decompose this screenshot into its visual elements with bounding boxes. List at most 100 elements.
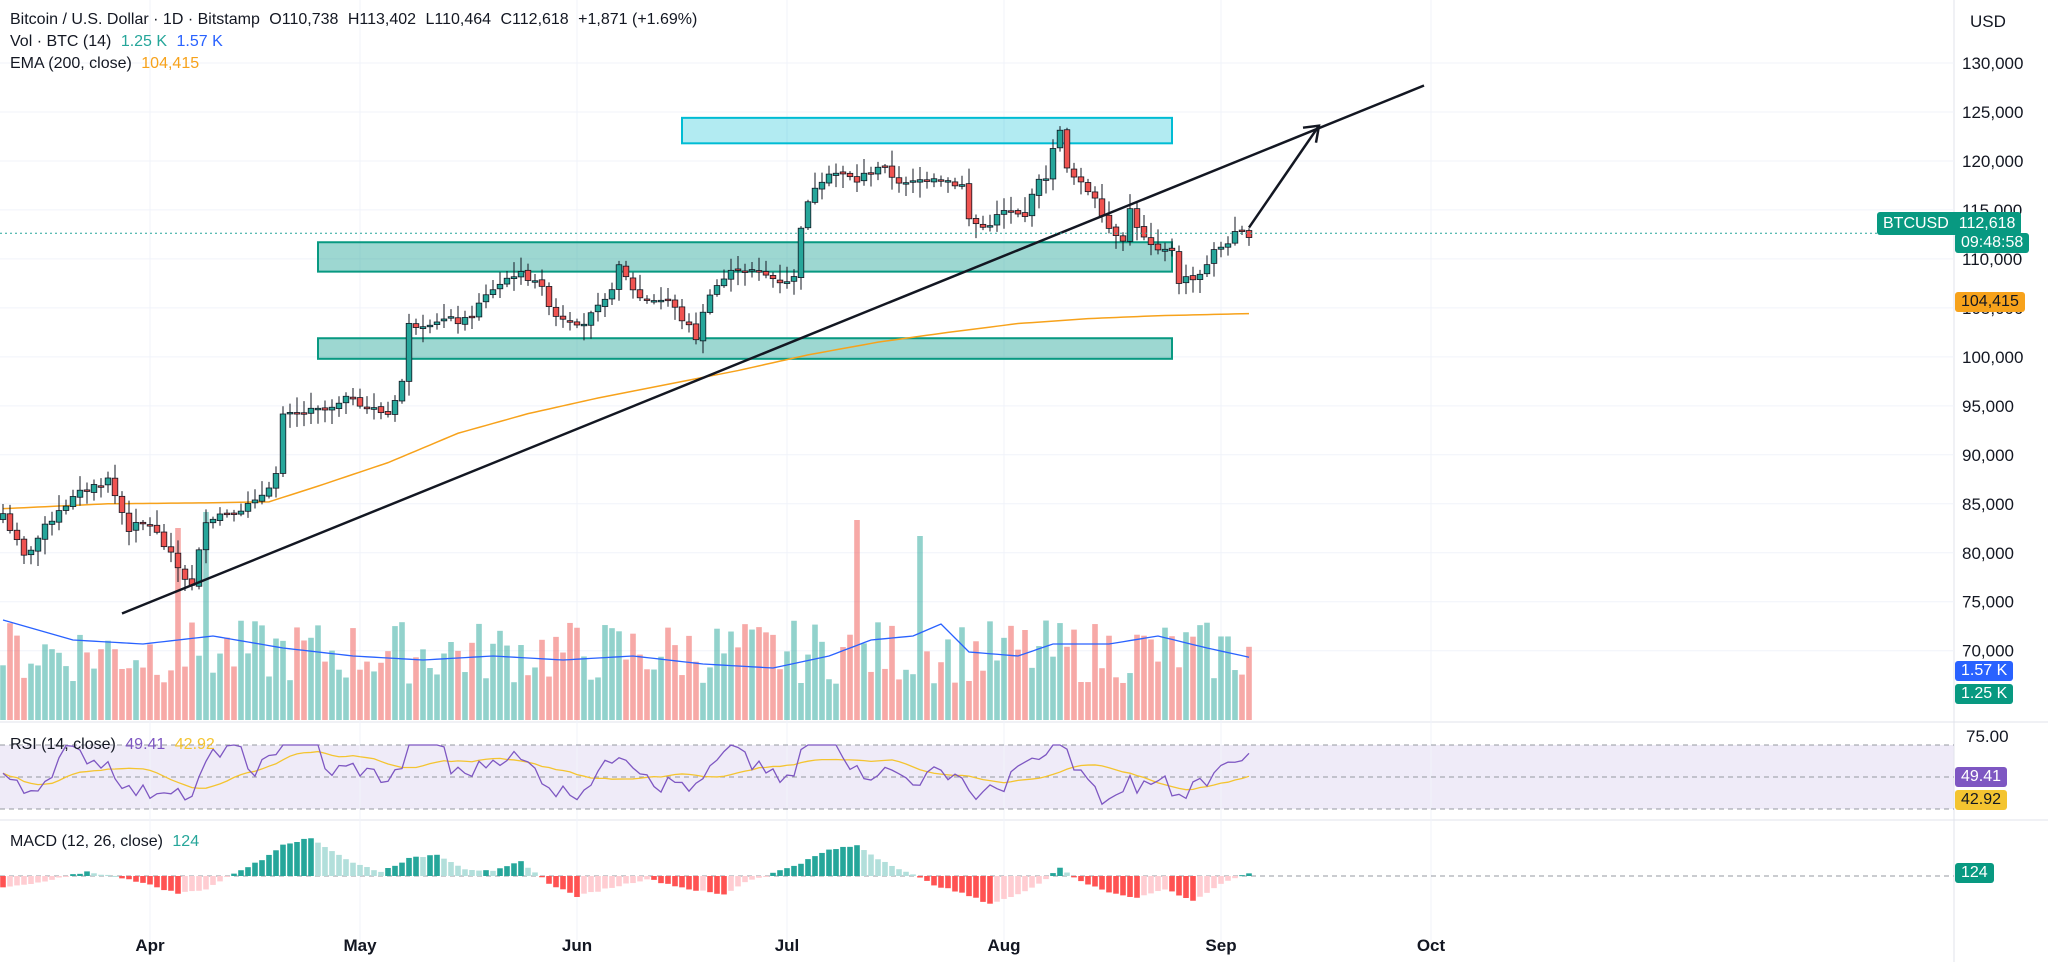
volume-bar <box>672 645 678 720</box>
candle-body <box>762 271 770 276</box>
macd-histogram-bar <box>994 876 1000 902</box>
volume-bar <box>644 669 650 720</box>
volume-bar <box>77 634 83 720</box>
candle-body <box>139 521 147 525</box>
volume-bar <box>658 656 664 720</box>
macd-histogram-bar <box>448 862 454 876</box>
candle-body <box>496 283 504 290</box>
time-tick-label: Oct <box>1417 936 1446 955</box>
candle-body <box>972 218 980 225</box>
candle-body <box>986 225 994 228</box>
macd-histogram-bar <box>658 876 664 884</box>
macd-histogram-bar <box>98 874 104 876</box>
volume-bar <box>161 682 167 720</box>
macd-histogram-bar <box>35 876 41 883</box>
volume-bar <box>637 654 643 720</box>
price-symbol: BTCUSD <box>1883 215 1949 232</box>
volume-bar <box>959 627 965 720</box>
projection-arrow <box>1247 124 1321 229</box>
price-tick-label: 85,000 <box>1962 495 2014 514</box>
candle-body <box>552 306 560 317</box>
macd-histogram-bar <box>308 838 314 876</box>
volume-bar <box>917 536 923 720</box>
volume-bar <box>693 661 699 720</box>
price-tick-label: 120,000 <box>1962 152 2023 171</box>
macd-histogram-bar <box>903 871 909 876</box>
macd-histogram-bar <box>847 846 853 876</box>
volume-bar <box>455 650 461 720</box>
volume-bar <box>980 670 986 720</box>
price-tick-label: 110,000 <box>1962 250 2022 269</box>
macd-histogram-bar <box>1141 876 1147 896</box>
candle-body <box>1210 249 1218 264</box>
volume-bar <box>0 665 6 720</box>
macd-histogram-bar <box>315 842 321 876</box>
macd-histogram-bar <box>266 854 272 876</box>
candle-body <box>811 187 819 203</box>
macd-histogram-bar <box>588 876 594 893</box>
volume-bar <box>1022 630 1028 720</box>
candle-body <box>1098 198 1106 217</box>
macd-histogram-bar <box>518 861 524 876</box>
candle-body <box>846 172 854 178</box>
volume-bar <box>721 653 727 720</box>
volume-bar <box>560 652 566 720</box>
candle-body <box>1133 208 1141 228</box>
volume-bar <box>364 661 370 720</box>
volume-label: Vol · BTC (14) <box>10 33 112 50</box>
volume-bar <box>42 644 48 720</box>
volume-bar <box>1106 635 1112 720</box>
volume-bar <box>1127 673 1133 720</box>
macd-histogram-bar <box>147 876 153 885</box>
candle-body <box>993 214 1001 226</box>
candle-body <box>202 522 210 551</box>
candle-body <box>174 552 182 569</box>
volume-bar <box>798 683 804 720</box>
volume-bar <box>1197 625 1203 720</box>
macd-histogram-bar <box>686 876 692 890</box>
volume-bar <box>903 669 909 720</box>
candle-body <box>167 546 175 553</box>
macd-histogram-bar <box>1148 876 1154 894</box>
rsi-value: 49.41 <box>125 736 166 753</box>
macd-histogram-bar <box>1134 876 1140 898</box>
volume-bar <box>1183 632 1189 720</box>
volume-ma-badge: 1.57 K <box>1955 661 2014 681</box>
macd-histogram-bar <box>1015 876 1021 895</box>
volume-bar <box>203 512 209 720</box>
macd-histogram-bar <box>1211 876 1217 889</box>
macd-histogram-bar <box>1092 876 1098 887</box>
macd-histogram-bar <box>273 850 279 876</box>
symbol-title[interactable]: Bitcoin / U.S. Dollar · 1D · Bitstamp <box>10 11 260 28</box>
currency-label[interactable]: USD <box>1970 12 2006 31</box>
candle-body <box>1014 210 1022 215</box>
macd-legend[interactable]: MACD (12, 26, close) 124 <box>10 831 204 853</box>
candle-body <box>349 396 357 400</box>
macd-histogram-bar <box>49 876 55 880</box>
candle-body <box>1119 235 1127 242</box>
macd-histogram-bar <box>161 876 167 891</box>
volume-bar <box>973 641 979 720</box>
rsi-line <box>2 744 1250 806</box>
macd-histogram-bar <box>1029 876 1035 888</box>
macd-histogram-bar <box>700 876 706 891</box>
macd-histogram-bar <box>532 872 538 876</box>
volume-bar <box>63 666 69 720</box>
volume-bar <box>238 620 244 720</box>
rsi-legend[interactable]: RSI (14, close) 49.41 42.92 <box>10 734 220 756</box>
candle-body <box>825 173 833 184</box>
volume-legend[interactable]: Vol · BTC (14) 1.25 K 1.57 K <box>10 31 228 53</box>
candle-body <box>930 178 938 183</box>
macd-histogram-bar <box>868 854 874 876</box>
candle-body <box>363 406 371 410</box>
macd-histogram-bar <box>1071 876 1077 878</box>
volume-bar <box>224 637 230 720</box>
volume-bar <box>1071 629 1077 720</box>
candle-body <box>727 269 735 280</box>
macd-histogram-bar <box>420 857 426 876</box>
macd-histogram-bar <box>980 876 986 902</box>
ema-legend[interactable]: EMA (200, close) 104,415 <box>10 53 204 75</box>
candle-body <box>1182 276 1190 284</box>
macd-histogram-bar <box>812 856 818 876</box>
